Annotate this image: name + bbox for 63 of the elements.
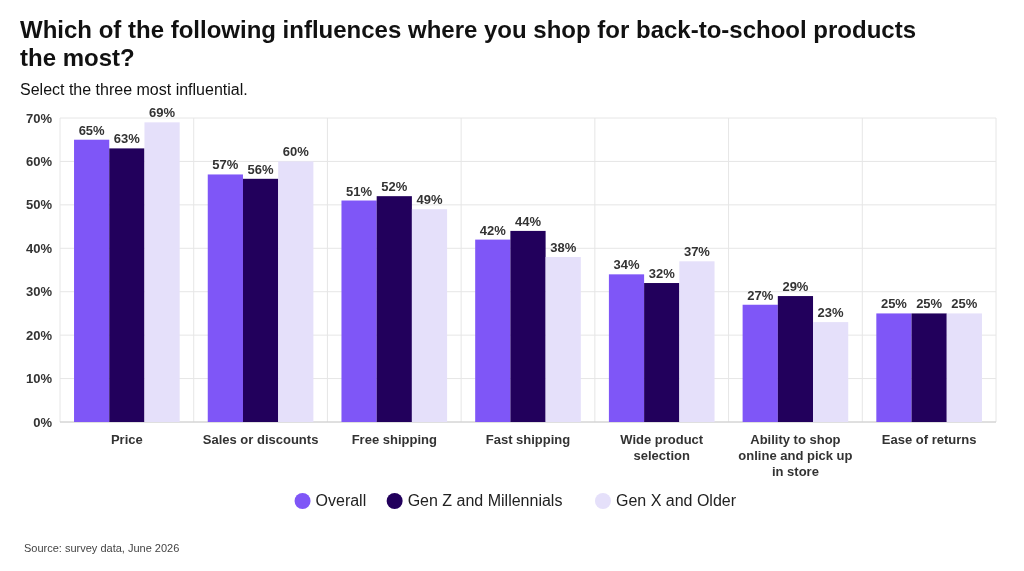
bar xyxy=(777,296,814,422)
bar xyxy=(207,174,243,422)
data-label: 63% xyxy=(113,131,141,147)
bar xyxy=(911,313,947,422)
y-tick-label: 0% xyxy=(33,414,53,430)
data-label: 32% xyxy=(648,266,676,282)
data-label: 25% xyxy=(880,296,908,312)
data-label: 51% xyxy=(346,183,373,199)
x-tick-label: Price xyxy=(110,432,143,447)
data-label: 49% xyxy=(416,192,443,208)
data-label: 52% xyxy=(381,179,408,195)
data-label: 44% xyxy=(514,213,542,229)
chart-subtitle: Select the three most influential. xyxy=(20,81,248,98)
data-label: 23% xyxy=(817,305,845,321)
bar xyxy=(74,139,110,422)
data-label: 42% xyxy=(479,222,507,238)
bar xyxy=(742,304,778,422)
data-label: 60% xyxy=(282,144,310,160)
bar xyxy=(510,230,546,422)
bar xyxy=(608,274,645,422)
data-label: 56% xyxy=(247,161,275,177)
x-tick-label: Sales or discounts xyxy=(202,432,319,447)
bar xyxy=(876,313,912,422)
bar xyxy=(411,209,448,422)
source-note: Source: survey data, June 2026 xyxy=(24,542,180,554)
data-label: 27% xyxy=(747,287,774,303)
bar xyxy=(341,200,377,422)
y-tick-label: 70% xyxy=(25,110,53,126)
y-tick-label: 20% xyxy=(25,327,53,343)
data-label: 29% xyxy=(782,279,809,295)
data-label: 65% xyxy=(78,122,106,138)
bar xyxy=(545,256,581,422)
bar xyxy=(376,196,412,422)
bar xyxy=(278,161,314,422)
x-tick-label: Fast shipping xyxy=(485,432,571,447)
x-tick-label: Ability to shop online and pick up in store xyxy=(738,432,853,479)
legend-label: Overall xyxy=(315,492,367,509)
data-label: 34% xyxy=(613,257,640,273)
bar xyxy=(946,313,982,422)
x-tick-label: Wide product selection xyxy=(620,432,704,463)
data-label: 57% xyxy=(212,157,239,173)
bar xyxy=(813,322,849,422)
y-tick-label: 10% xyxy=(25,371,53,387)
y-tick-label: 30% xyxy=(25,284,53,300)
bar xyxy=(679,261,715,422)
chart-title: Which of the following influences where you shop for back-to-school products the most? xyxy=(20,16,917,71)
bar xyxy=(475,239,511,422)
y-tick-label: 60% xyxy=(25,153,53,169)
bar xyxy=(144,122,180,422)
data-label: 37% xyxy=(683,244,711,260)
y-tick-label: 50% xyxy=(25,197,53,213)
data-label: 69% xyxy=(149,105,176,121)
x-tick-label: Free shipping xyxy=(351,432,437,447)
legend-label: Gen X and Older xyxy=(615,492,737,509)
data-label: 25% xyxy=(951,296,978,312)
x-tick-label: Ease of returns xyxy=(881,432,977,447)
y-tick-label: 40% xyxy=(25,240,53,256)
bar xyxy=(109,148,145,422)
bar xyxy=(644,283,680,422)
bar xyxy=(242,178,279,422)
data-label: 38% xyxy=(550,239,577,255)
legend-label: Gen Z and Millennials xyxy=(407,492,563,509)
data-label: 25% xyxy=(916,296,943,312)
